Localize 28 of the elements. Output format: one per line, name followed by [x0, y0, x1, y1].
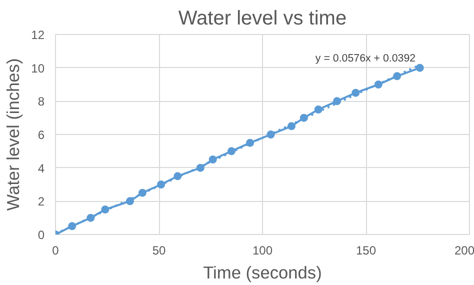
y-tick-label: 8 [38, 94, 45, 109]
x-tick-label: 0 [52, 244, 60, 258]
x-tick-label: 200 [454, 244, 474, 258]
y-tick-label: 4 [38, 161, 45, 176]
point [352, 88, 360, 97]
point [227, 147, 236, 156]
annotation: y = 0.0576x + 0.0392 [315, 52, 416, 64]
point [138, 188, 146, 197]
y-axis-title: Water level (inches) [3, 58, 24, 211]
point [208, 156, 217, 164]
y-tick-label: 10 [31, 61, 45, 76]
chart-title: Water level vs time [178, 8, 347, 30]
point [287, 122, 296, 130]
x-tick-label: 150 [356, 244, 376, 258]
y-tick-label: 12 [31, 28, 45, 42]
point [416, 64, 424, 72]
y-tick-label: 2 [38, 194, 45, 209]
y-tick-label: 0 [38, 228, 45, 242]
point [101, 206, 110, 214]
x-tick-label: 100 [252, 244, 273, 258]
x-tick-label: 50 [152, 244, 166, 258]
point [157, 180, 166, 188]
x-axis-title: Time (seconds) [203, 262, 322, 282]
point [333, 97, 342, 106]
point [68, 222, 76, 230]
y-tick-label: 6 [38, 128, 45, 142]
point [314, 106, 322, 114]
point [374, 80, 382, 88]
